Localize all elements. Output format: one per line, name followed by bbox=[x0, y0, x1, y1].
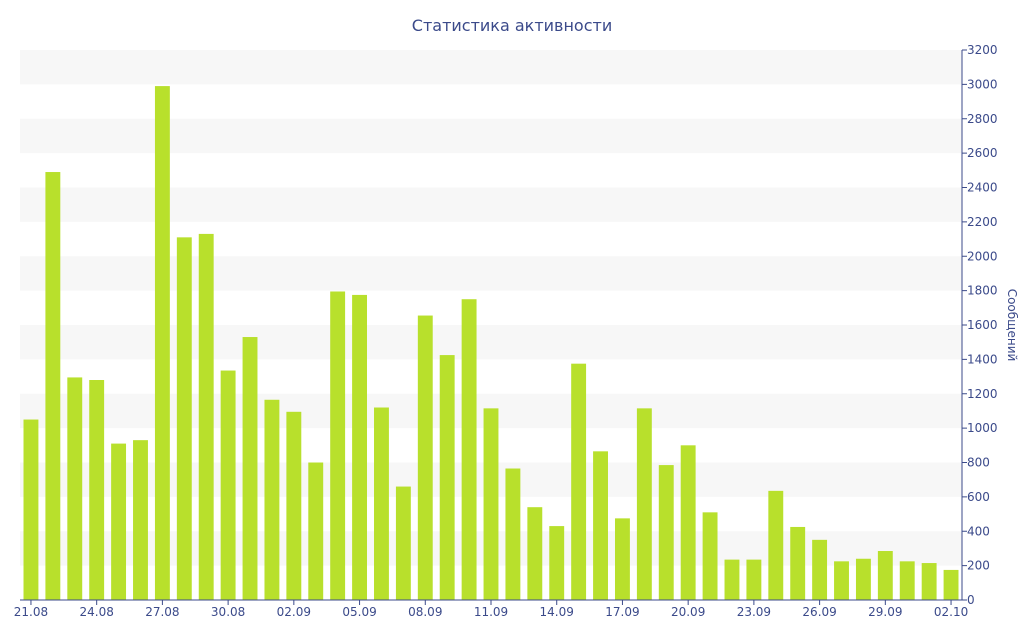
grid-band bbox=[20, 118, 962, 154]
bar bbox=[658, 465, 674, 600]
bar bbox=[680, 445, 696, 600]
y-tick-label: 1000 bbox=[967, 421, 998, 435]
y-tick-label: 2800 bbox=[967, 112, 998, 126]
y-axis: 0 200 400 600 800 1000 1200 1400 1600 1800 2000 220… bbox=[961, 43, 998, 607]
bar bbox=[220, 370, 236, 600]
x-tick-label: 20.09 bbox=[671, 605, 705, 619]
x-tick-label: 02.09 bbox=[277, 605, 311, 619]
x-tick-label: 29.09 bbox=[868, 605, 902, 619]
bar bbox=[636, 408, 652, 600]
bar bbox=[67, 377, 83, 600]
y-tick-label: 400 bbox=[967, 524, 990, 538]
x-tick-label: 05.09 bbox=[342, 605, 376, 619]
bar bbox=[571, 363, 587, 600]
bar bbox=[89, 380, 105, 600]
bar bbox=[417, 315, 433, 600]
y-tick-label: 1800 bbox=[967, 284, 998, 298]
bar bbox=[746, 559, 762, 600]
grid-band bbox=[20, 187, 962, 222]
bar bbox=[374, 407, 389, 600]
bar bbox=[264, 399, 280, 600]
bar bbox=[439, 355, 455, 600]
y-tick-label: 3000 bbox=[967, 77, 998, 91]
bar bbox=[242, 337, 258, 600]
y-tick-label: 800 bbox=[967, 456, 990, 470]
y-tick-label: 2000 bbox=[967, 249, 998, 263]
bar bbox=[198, 233, 214, 600]
x-tick-label: 30.08 bbox=[211, 605, 245, 619]
bar bbox=[286, 411, 302, 600]
bar bbox=[855, 558, 871, 600]
bar bbox=[724, 559, 740, 600]
bar bbox=[45, 172, 61, 600]
bar bbox=[133, 440, 148, 600]
bars bbox=[23, 86, 959, 600]
y-tick-label: 200 bbox=[967, 559, 990, 573]
x-tick-label: 23.09 bbox=[737, 605, 771, 619]
y-tick-label: 2400 bbox=[967, 181, 998, 195]
bar bbox=[483, 408, 499, 600]
bar bbox=[352, 294, 368, 600]
bar bbox=[176, 237, 192, 600]
bar bbox=[614, 518, 630, 600]
y-tick-label: 1200 bbox=[967, 387, 998, 401]
bar bbox=[461, 299, 477, 600]
bar bbox=[395, 486, 411, 600]
x-tick-label: 27.08 bbox=[145, 605, 179, 619]
y-tick-label: 3200 bbox=[967, 43, 998, 57]
bar bbox=[154, 86, 170, 600]
x-tick-label: 14.09 bbox=[540, 605, 574, 619]
y-tick-label: 1400 bbox=[967, 352, 998, 366]
bar bbox=[505, 468, 521, 600]
bar bbox=[527, 507, 543, 600]
bar bbox=[702, 512, 718, 600]
x-tick-label: 21.08 bbox=[14, 605, 48, 619]
bar bbox=[834, 561, 849, 600]
bar bbox=[549, 526, 565, 600]
bar bbox=[111, 443, 127, 600]
y-axis-label: Сообщений bbox=[1005, 289, 1019, 362]
chart-title: Статистика активности bbox=[412, 16, 612, 35]
x-tick-label: 08.09 bbox=[408, 605, 442, 619]
x-axis: 21.08 24.08 27.08 30.08 02.09 05.09 08.09 11.09… bbox=[14, 599, 968, 619]
bar bbox=[943, 569, 959, 600]
y-tick-label: 2600 bbox=[967, 146, 998, 160]
y-tick-label: 0 bbox=[967, 593, 975, 607]
x-tick-label: 26.09 bbox=[802, 605, 836, 619]
bar bbox=[899, 561, 915, 600]
bar bbox=[768, 490, 784, 600]
bar bbox=[308, 462, 324, 600]
grid-band bbox=[20, 50, 962, 85]
y-tick-label: 1600 bbox=[967, 318, 998, 332]
x-tick-label: 02.10 bbox=[934, 605, 968, 619]
bar bbox=[921, 563, 937, 600]
y-tick-label: 600 bbox=[967, 490, 990, 504]
x-tick-label: 11.09 bbox=[474, 605, 508, 619]
bar bbox=[23, 419, 39, 600]
bar bbox=[790, 526, 806, 600]
bar bbox=[593, 451, 608, 600]
x-tick-label: 24.08 bbox=[79, 605, 113, 619]
bar bbox=[877, 551, 893, 600]
bar bbox=[330, 291, 346, 600]
y-tick-label: 2200 bbox=[967, 215, 998, 229]
bar bbox=[812, 539, 828, 600]
x-tick-label: 17.09 bbox=[605, 605, 639, 619]
